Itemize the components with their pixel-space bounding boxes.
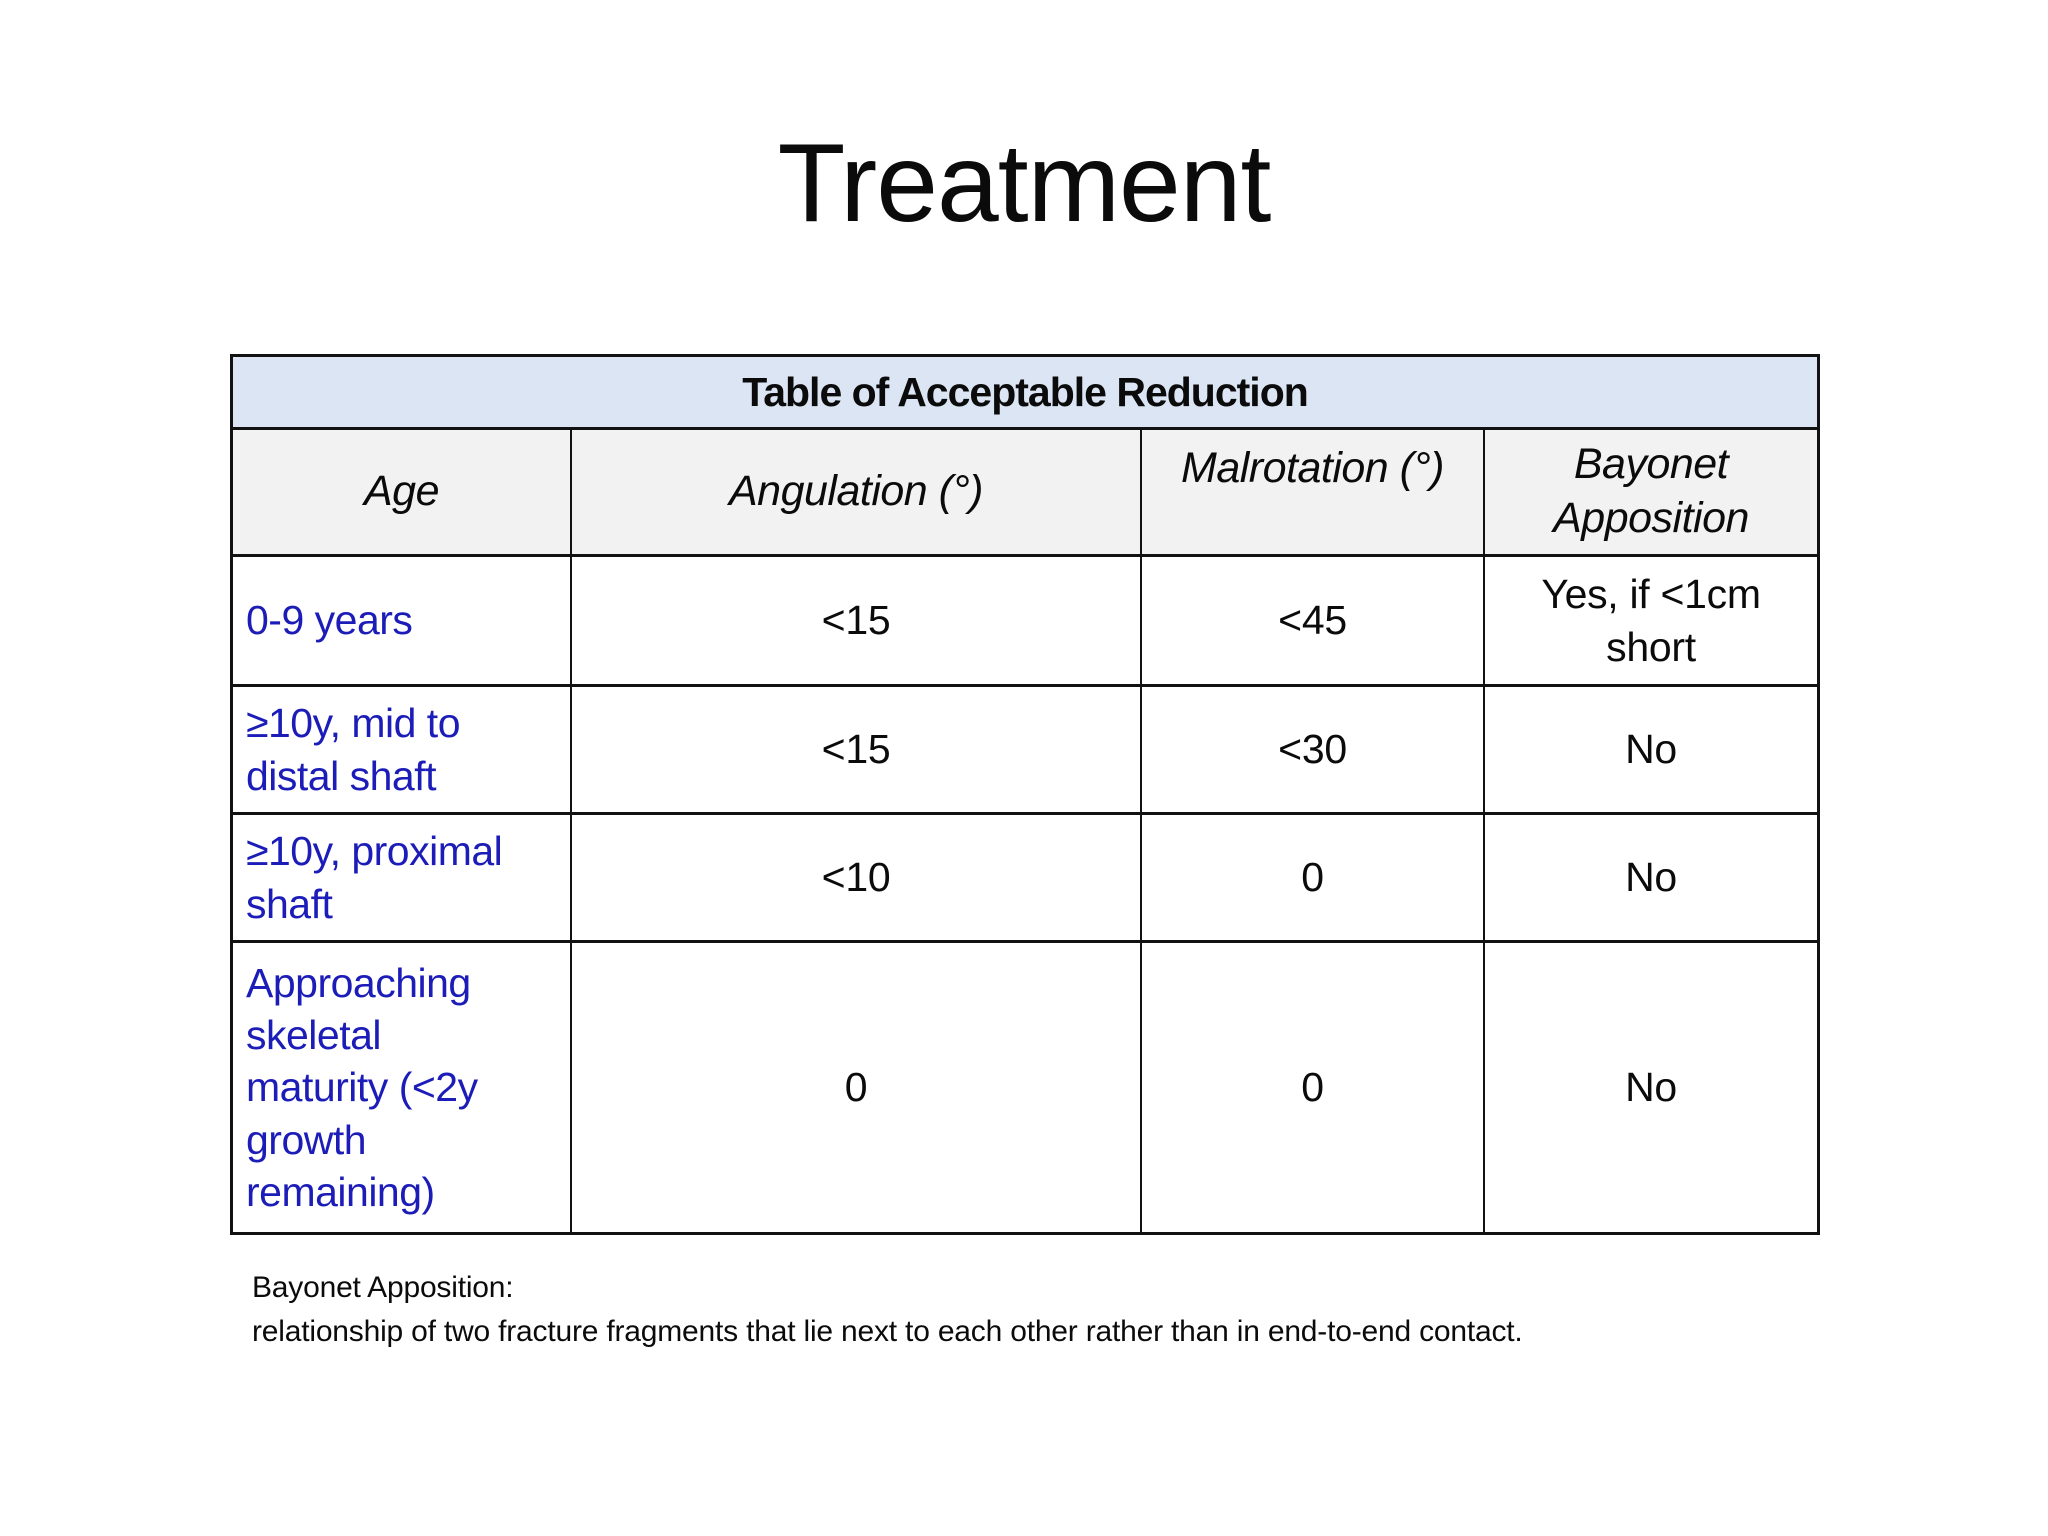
table-row-1-malrotation: <45	[1142, 557, 1485, 687]
table-row-3-angulation: <10	[572, 815, 1142, 943]
table-row-4-angulation: 0	[572, 943, 1142, 1232]
table-row-2-malrotation: <30	[1142, 687, 1485, 815]
column-header-angulation: Angulation (°)	[572, 430, 1142, 557]
footnote-term: Bayonet Apposition:	[252, 1271, 514, 1304]
table-row-4-age: Approaching skeletal maturity (<2y growt…	[233, 943, 572, 1232]
table-row-1-angulation: <15	[572, 557, 1142, 687]
table-row-3-age: ≥10y, proximal shaft	[233, 815, 572, 943]
table-row-2-angulation: <15	[572, 687, 1142, 815]
slide-title: Treatment	[777, 121, 1272, 245]
table-row-2-age: ≥10y, mid to distal shaft	[233, 687, 572, 815]
table-row-3-malrotation: 0	[1142, 815, 1485, 943]
table-row-4-malrotation: 0	[1142, 943, 1485, 1232]
footnote-definition: relationship of two fracture fragments t…	[252, 1315, 1523, 1349]
column-header-malrotation: Malrotation (°)	[1142, 430, 1485, 557]
footnote: Bayonet Apposition: relationship of two …	[252, 1266, 1523, 1354]
table-caption: Table of Acceptable Reduction	[233, 357, 1817, 430]
table-row-1-bayonet: Yes, if <1cm short	[1485, 557, 1817, 687]
table-row-4-bayonet: No	[1625, 1064, 1677, 1111]
table-row-2-bayonet: No	[1485, 687, 1817, 815]
table-row-3-bayonet: No	[1485, 815, 1817, 943]
column-header-age: Age	[233, 430, 572, 557]
acceptable-reduction-table: Table of Acceptable Reduction Age Angula…	[230, 354, 1820, 1235]
table-row-1-age: 0-9 years	[233, 557, 572, 687]
column-header-bayonet-apposition: Bayonet Apposition	[1485, 430, 1817, 557]
